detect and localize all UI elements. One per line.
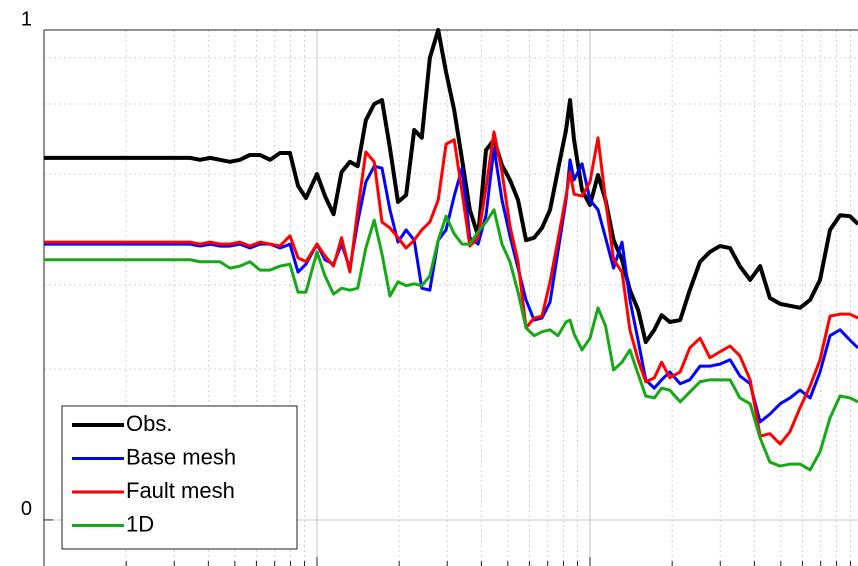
legend: Obs. Base mesh Fault mesh 1D [61,405,298,550]
series-line [44,130,858,446]
legend-label: Obs. [126,411,172,436]
y-tick-label: 1 [21,8,32,30]
y-tick-label: 0 [21,498,32,520]
legend-label: Base mesh [126,444,236,469]
legend-label: 1D [126,511,154,536]
series-line [44,208,858,472]
series-line [44,28,858,345]
legend-label: Fault mesh [126,478,235,503]
